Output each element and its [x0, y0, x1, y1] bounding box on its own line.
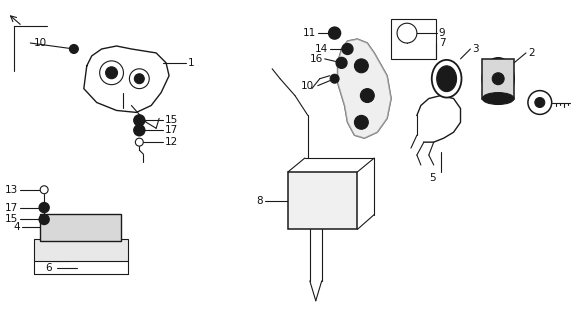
Text: 2: 2 — [528, 48, 535, 58]
Ellipse shape — [432, 60, 462, 98]
Bar — [391, 19, 436, 59]
Circle shape — [134, 125, 145, 136]
Circle shape — [354, 59, 368, 73]
Text: 12: 12 — [165, 137, 178, 147]
Text: 6: 6 — [45, 263, 52, 273]
Text: 10: 10 — [300, 81, 314, 91]
Text: 3: 3 — [472, 44, 479, 54]
Text: 15: 15 — [5, 214, 19, 224]
Circle shape — [360, 89, 374, 102]
Text: 13: 13 — [5, 185, 19, 195]
Bar — [40, 213, 121, 241]
Circle shape — [330, 74, 339, 83]
Bar — [483, 59, 514, 99]
Text: 5: 5 — [429, 173, 436, 183]
Circle shape — [336, 57, 347, 68]
Circle shape — [329, 27, 340, 39]
Circle shape — [100, 61, 124, 85]
Circle shape — [535, 98, 545, 108]
Circle shape — [342, 44, 353, 54]
Text: 7: 7 — [438, 38, 445, 48]
Text: 17: 17 — [165, 125, 178, 135]
Circle shape — [354, 116, 368, 129]
Text: 10: 10 — [34, 38, 48, 48]
Circle shape — [397, 23, 417, 43]
Text: 16: 16 — [310, 54, 322, 64]
Text: 1: 1 — [188, 58, 194, 68]
Ellipse shape — [483, 58, 514, 100]
Text: 4: 4 — [14, 222, 20, 232]
Circle shape — [106, 67, 118, 79]
Text: 11: 11 — [303, 28, 316, 38]
Circle shape — [39, 214, 49, 224]
Bar — [288, 172, 357, 229]
Text: 8: 8 — [256, 196, 263, 206]
Text: 9: 9 — [438, 28, 445, 38]
Bar — [34, 239, 128, 261]
Circle shape — [40, 186, 48, 194]
Text: 17: 17 — [5, 203, 19, 212]
Text: 15: 15 — [165, 115, 178, 125]
Circle shape — [134, 115, 145, 126]
Circle shape — [492, 73, 504, 85]
Circle shape — [135, 138, 143, 146]
Ellipse shape — [437, 66, 456, 92]
Circle shape — [70, 44, 78, 53]
Circle shape — [129, 69, 149, 89]
Polygon shape — [338, 39, 391, 138]
Text: 14: 14 — [314, 44, 328, 54]
Circle shape — [39, 203, 49, 212]
Circle shape — [135, 74, 144, 84]
Circle shape — [528, 91, 552, 114]
Ellipse shape — [483, 92, 514, 105]
